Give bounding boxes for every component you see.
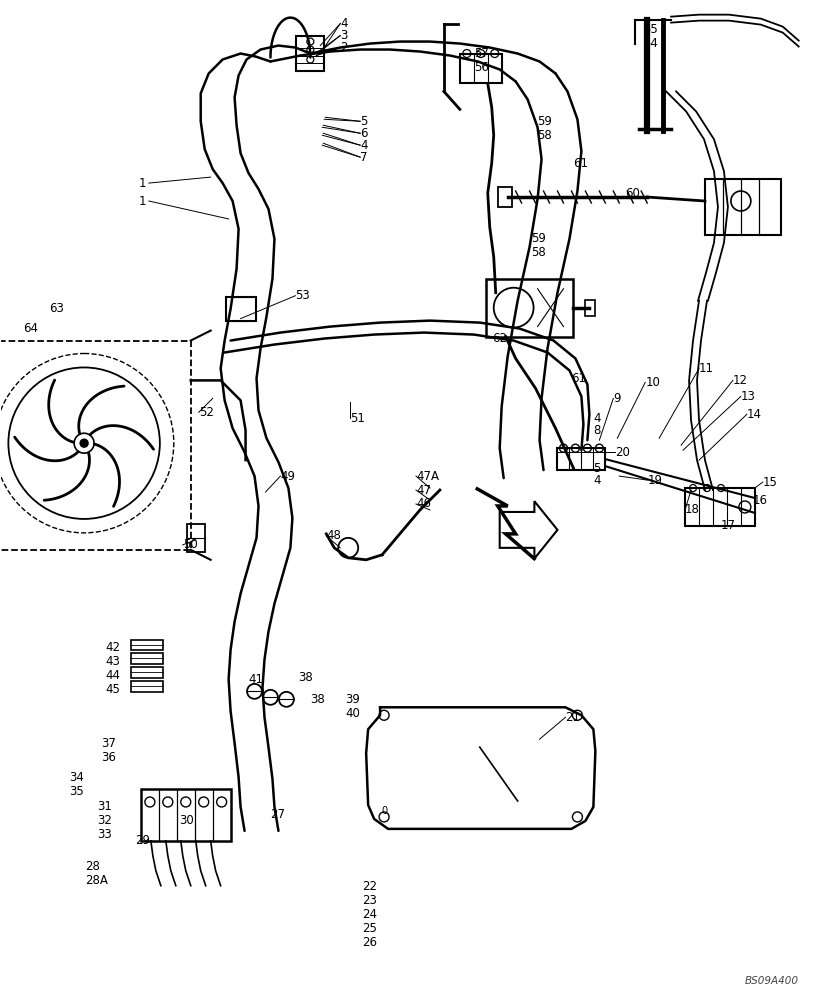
- Text: 31: 31: [97, 800, 112, 813]
- Text: 28: 28: [85, 860, 100, 873]
- Bar: [485, 279, 572, 337]
- Text: 54: 54: [642, 37, 658, 50]
- Bar: [0, 341, 191, 550]
- Text: 18: 18: [684, 503, 699, 516]
- Bar: [296, 36, 324, 71]
- Text: 20: 20: [614, 446, 630, 459]
- Text: 60: 60: [625, 187, 640, 200]
- Text: 24: 24: [362, 908, 377, 921]
- Text: 37: 37: [101, 737, 115, 750]
- Bar: [187, 524, 205, 552]
- Bar: [557, 448, 604, 470]
- Text: 10: 10: [645, 376, 659, 389]
- Text: 58: 58: [537, 129, 552, 142]
- Text: 9: 9: [613, 392, 620, 405]
- Text: 21: 21: [565, 711, 580, 724]
- Text: 12: 12: [732, 374, 747, 387]
- Text: 33: 33: [97, 828, 111, 841]
- Text: 62: 62: [491, 332, 506, 345]
- Text: 57: 57: [473, 47, 488, 60]
- Text: 4: 4: [340, 17, 347, 30]
- Text: 22: 22: [362, 880, 377, 893]
- Text: 43: 43: [105, 655, 120, 668]
- Bar: [497, 187, 511, 207]
- Text: 7: 7: [360, 151, 367, 164]
- Text: 59: 59: [531, 232, 545, 245]
- Text: 25: 25: [362, 922, 377, 935]
- Text: 23: 23: [362, 894, 377, 907]
- Text: 14: 14: [746, 408, 761, 421]
- Text: 49: 49: [280, 470, 295, 483]
- Text: 63: 63: [49, 302, 64, 315]
- Text: 55: 55: [642, 23, 657, 36]
- Text: 47A: 47A: [415, 470, 438, 483]
- Text: 5: 5: [593, 462, 600, 475]
- Text: 47: 47: [415, 484, 431, 497]
- Text: 53: 53: [295, 289, 310, 302]
- Bar: [684, 488, 754, 526]
- Text: 32: 32: [97, 814, 112, 827]
- Bar: [459, 54, 501, 83]
- Text: 16: 16: [752, 494, 767, 507]
- Text: 4: 4: [360, 139, 367, 152]
- Text: 4: 4: [593, 412, 600, 425]
- Text: 5: 5: [360, 115, 367, 128]
- Text: 34: 34: [69, 771, 84, 784]
- Text: 3: 3: [340, 29, 347, 42]
- Text: 27: 27: [270, 808, 285, 821]
- Text: 4: 4: [593, 474, 600, 487]
- Text: 28A: 28A: [85, 874, 108, 887]
- Text: 46: 46: [415, 497, 431, 510]
- Text: 26: 26: [362, 936, 377, 949]
- Bar: [131, 653, 163, 664]
- Text: 40: 40: [345, 707, 360, 720]
- Bar: [704, 179, 780, 235]
- Text: 6: 6: [360, 127, 367, 140]
- Text: 11: 11: [698, 362, 713, 375]
- Text: 38: 38: [310, 693, 324, 706]
- Circle shape: [80, 439, 88, 447]
- Text: 8: 8: [593, 424, 600, 437]
- Bar: [585, 300, 595, 316]
- Text: 48: 48: [326, 529, 341, 542]
- Text: 44: 44: [105, 669, 120, 682]
- Text: 59: 59: [537, 115, 552, 128]
- Text: 56: 56: [473, 61, 488, 74]
- Text: 15: 15: [762, 476, 776, 489]
- Text: 50: 50: [183, 538, 197, 551]
- Text: 52: 52: [198, 406, 213, 419]
- Text: 29: 29: [135, 834, 150, 847]
- Text: 38: 38: [298, 671, 313, 684]
- Text: 39: 39: [345, 693, 360, 706]
- Bar: [131, 640, 163, 650]
- Text: 58: 58: [531, 246, 545, 259]
- Text: 61: 61: [571, 372, 586, 385]
- Text: 1: 1: [138, 195, 147, 208]
- Text: 41: 41: [248, 673, 263, 686]
- Bar: [131, 681, 163, 692]
- Text: BS09A400: BS09A400: [744, 976, 798, 986]
- Text: 36: 36: [101, 751, 115, 764]
- Text: 0: 0: [381, 806, 387, 816]
- Text: 17: 17: [720, 519, 735, 532]
- Text: 2: 2: [340, 41, 347, 54]
- Text: 13: 13: [740, 390, 755, 403]
- Bar: [141, 789, 230, 841]
- Text: 19: 19: [646, 474, 662, 487]
- Text: 51: 51: [350, 412, 364, 425]
- Text: 42: 42: [105, 641, 120, 654]
- Text: 30: 30: [179, 814, 193, 827]
- Text: 61: 61: [572, 157, 588, 170]
- Text: 1: 1: [138, 177, 147, 190]
- Text: 35: 35: [69, 785, 84, 798]
- Bar: [225, 297, 256, 321]
- Text: 45: 45: [105, 683, 120, 696]
- Text: 64: 64: [23, 322, 38, 335]
- Bar: [131, 667, 163, 678]
